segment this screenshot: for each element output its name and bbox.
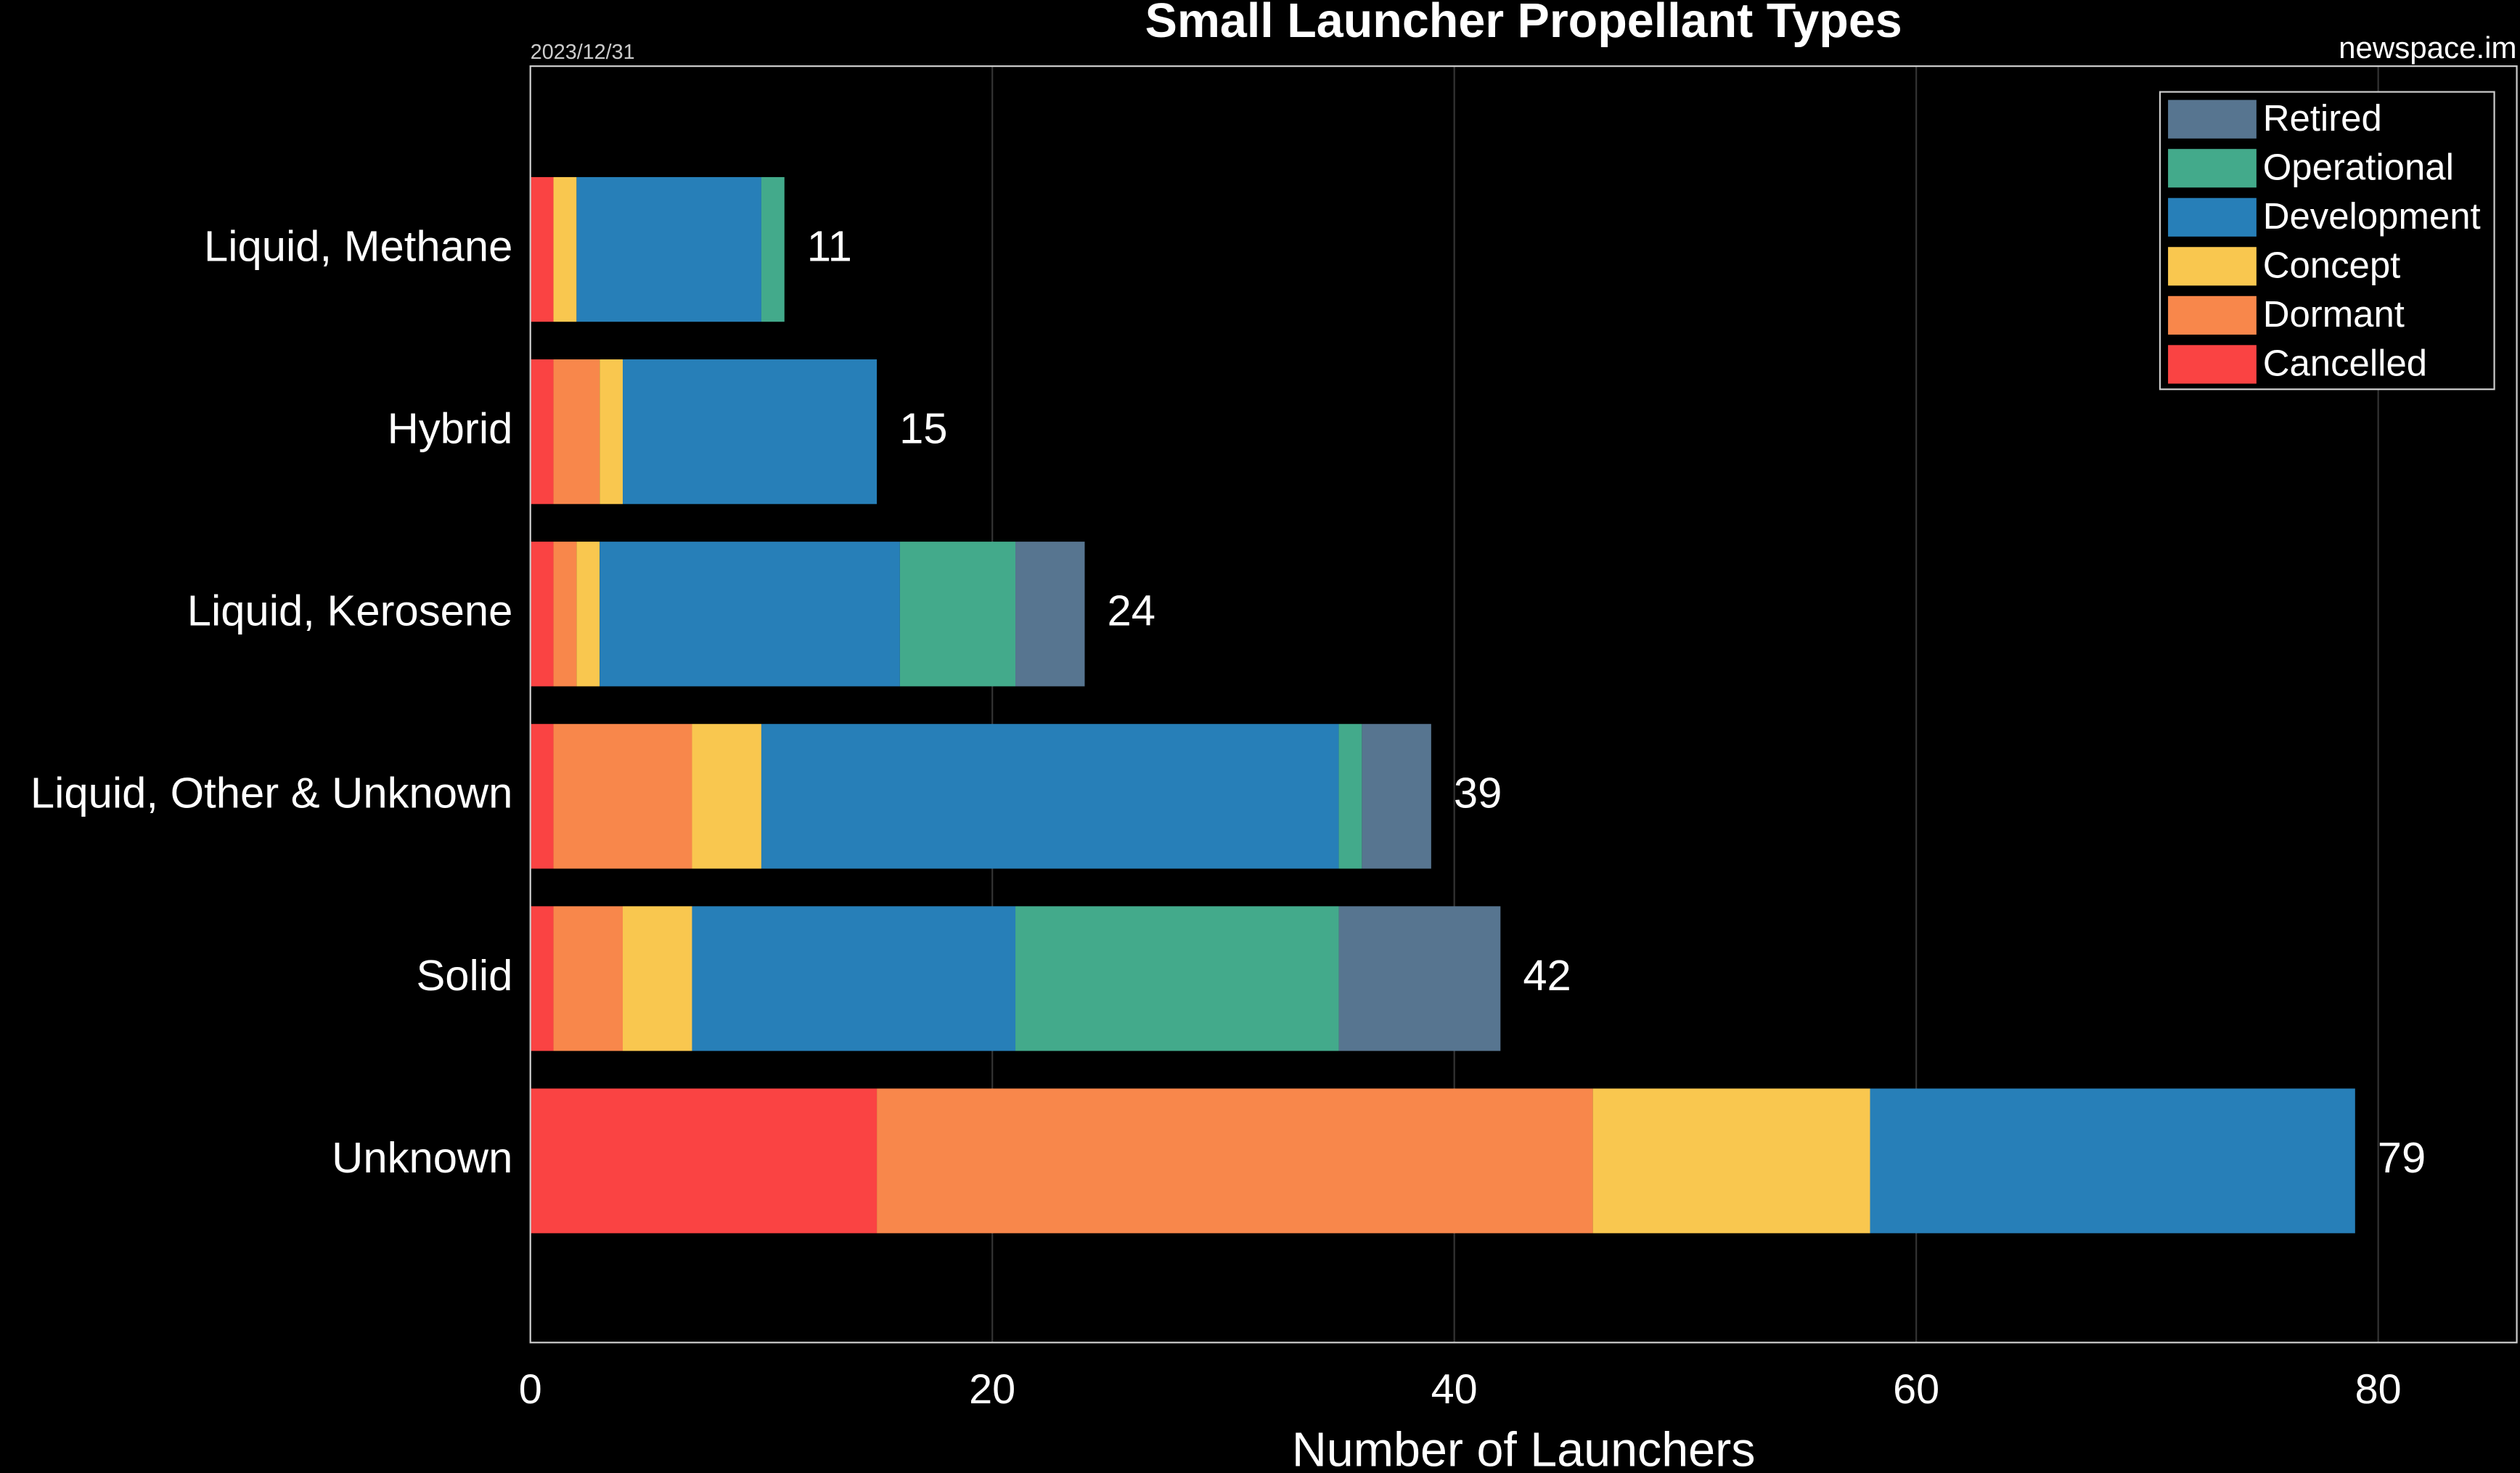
legend-label: Operational (2263, 146, 2454, 187)
legend-label: Concept (2263, 244, 2401, 285)
bar-segment (1338, 724, 1362, 869)
category-label: Solid (416, 951, 512, 1000)
legend-swatch (2168, 345, 2257, 384)
plot-frame (529, 65, 2518, 1344)
bar-segment (1870, 1088, 2355, 1233)
chart-title: Small Launcher Propellant Types (1145, 0, 1902, 48)
total-label: 11 (807, 221, 852, 270)
bar-segment (576, 176, 761, 322)
legend-swatch (2168, 247, 2257, 286)
date: 2023/12/31 (531, 41, 635, 64)
bar-segment (553, 176, 577, 322)
bar-segment (877, 1088, 1593, 1233)
total-label: 79 (2378, 1133, 2426, 1182)
source: newspace.im (2339, 30, 2516, 65)
x-tick-label: 0 (519, 1366, 542, 1413)
bar-segment (553, 542, 577, 687)
x-axis-label: Number of Launchers (1292, 1424, 1756, 1473)
legend: Retired Operational Development Concept Dorm… (2159, 91, 2495, 391)
legend-swatch (2168, 99, 2257, 139)
bars: Liquid, Methane 11 Hybrid 15 Liquid, Kerosen… (30, 176, 2426, 1233)
bar-segment (692, 906, 1016, 1051)
total-label: 42 (1523, 951, 1571, 1000)
bar-segment (530, 176, 554, 322)
bar-segment (553, 906, 623, 1051)
legend-label: Development (2263, 195, 2481, 237)
bar-segment (761, 176, 785, 322)
x-tick-label: 60 (1893, 1366, 1939, 1413)
total-label: 24 (1107, 587, 1155, 635)
legend-box (2159, 91, 2495, 391)
legend-label: Dormant (2263, 293, 2405, 335)
bar-segment (1592, 1088, 1870, 1233)
bar-segment (600, 542, 900, 687)
legend-swatch (2168, 197, 2257, 237)
bar-segment (761, 724, 1339, 869)
bar-segment (530, 542, 554, 687)
bar-segment (553, 359, 600, 505)
total-label: 15 (899, 404, 947, 452)
legend-swatch (2168, 295, 2257, 335)
bar-segment (1362, 724, 1431, 869)
x-tick-label: 20 (969, 1366, 1015, 1413)
bar-segment (1338, 906, 1501, 1051)
legend-label: Cancelled (2263, 343, 2427, 384)
bar-segment (623, 359, 878, 505)
bar-segment (530, 724, 554, 869)
x-tick-label: 40 (1431, 1366, 1478, 1413)
bar-segment (530, 359, 554, 505)
legend-label: Retired (2263, 97, 2382, 139)
legend-swatch (2168, 149, 2257, 188)
bar-segment (576, 542, 600, 687)
bar-segment (899, 542, 1016, 687)
bar-segment (623, 906, 692, 1051)
x-tick-label: 80 (2355, 1366, 2402, 1413)
category-label: Liquid, Kerosene (187, 587, 513, 635)
total-label: 39 (1454, 769, 1502, 817)
bar-segment (530, 1088, 878, 1233)
category-label: Hybrid (388, 404, 513, 452)
bar-segment (600, 359, 623, 505)
grid: 0 20 40 60 80 (519, 66, 2402, 1413)
category-label: Liquid, Other & Unknown (30, 769, 512, 817)
category-label: Liquid, Methane (204, 221, 512, 270)
bar-segment (1015, 906, 1339, 1051)
bar-segment (692, 724, 761, 869)
bar-segment (1015, 542, 1085, 687)
bar-segment (530, 906, 554, 1051)
bar-segment (553, 724, 692, 869)
category-label: Unknown (332, 1133, 512, 1182)
